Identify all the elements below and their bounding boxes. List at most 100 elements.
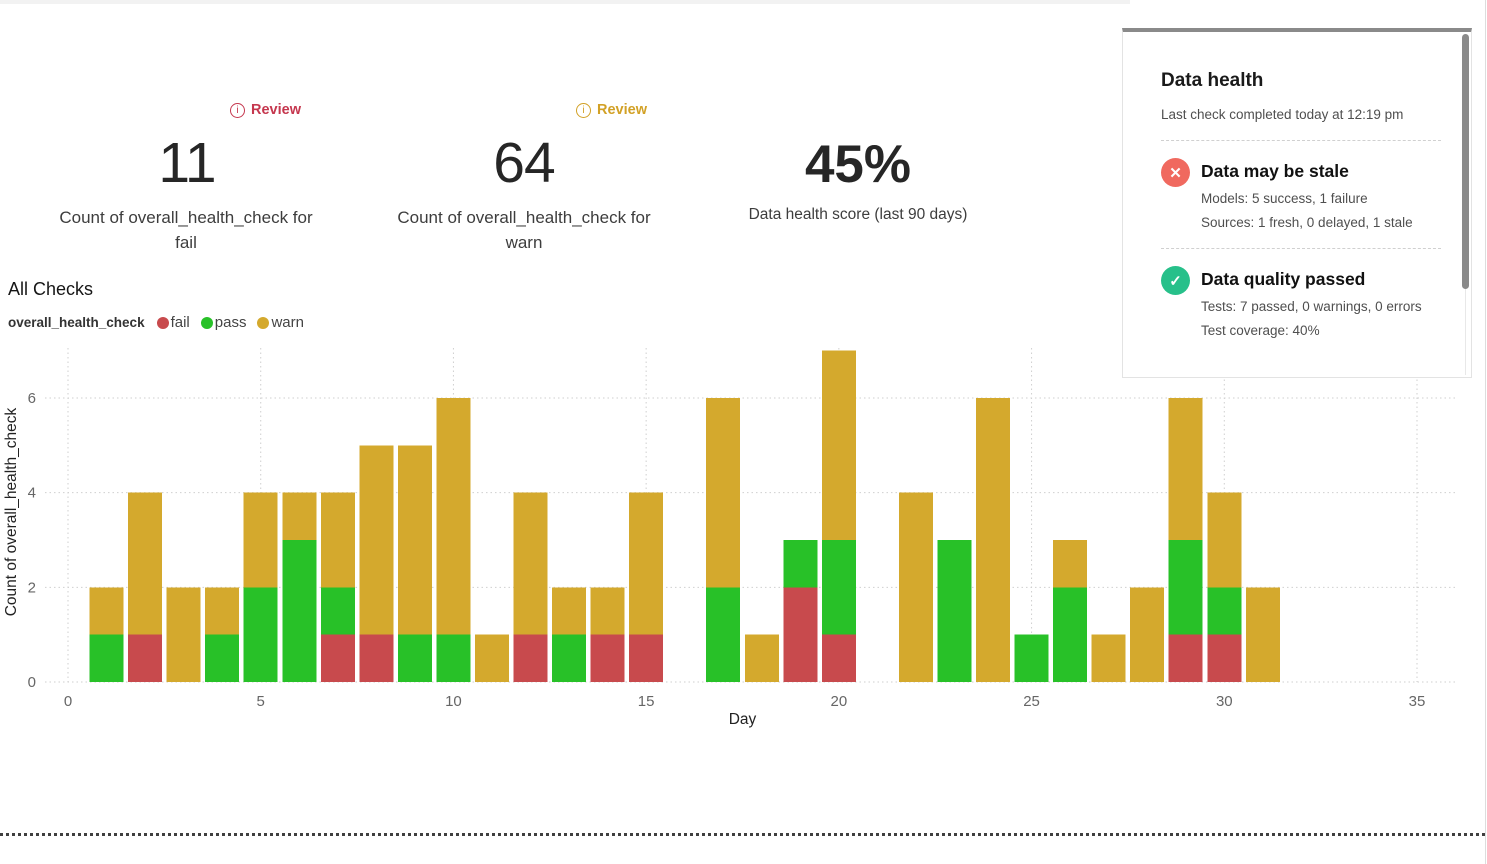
bar-segment-pass-day-1[interactable] [89,634,124,682]
legend-item-warn[interactable]: warn [257,314,304,331]
legend-label: warn [271,314,304,331]
bar-segment-fail-day-12[interactable] [513,634,548,682]
y-tick-label: 4 [28,485,36,502]
legend-label: fail [170,314,190,331]
bar-segment-fail-day-15[interactable] [629,634,664,682]
bar-segment-warn-day-28[interactable] [1130,587,1165,682]
bar-segment-warn-day-26[interactable] [1053,540,1088,588]
bar-segment-pass-day-17[interactable] [706,587,741,682]
stacked-bar-chart: 0 2 4 6 0 5 10 15 20 25 30 35 Day Count of overall_he… [3,348,1455,728]
bar-segment-warn-day-11[interactable] [475,634,509,682]
window-right-border [1485,0,1486,864]
top-strip [0,0,1130,4]
bar-segment-warn-day-5[interactable] [243,492,278,588]
chart-title: All Checks [8,279,94,299]
x-tick-label: 15 [638,693,655,710]
section-line: Tests: 7 passed, 0 warnings, 0 errors [1201,299,1422,314]
bar-segment-warn-day-24[interactable] [976,398,1010,682]
x-tick-label: 35 [1409,693,1426,710]
panel-scrollbar[interactable] [1462,34,1469,289]
bar-segment-warn-day-13[interactable] [552,587,587,635]
legend-dot-fail [156,316,169,329]
legend-dot-pass [200,316,213,329]
info-icon: i [576,102,591,118]
bar-segment-fail-day-30[interactable] [1207,634,1242,682]
bar-segment-pass-day-30[interactable] [1207,587,1242,635]
legend-label: pass [214,314,247,331]
legend-series-title: overall_health_check [8,315,145,330]
bar-segment-pass-day-6[interactable] [282,540,317,682]
kpi-label-warn: Count of overall_health_check for warn [397,208,651,252]
bar-segment-warn-day-12[interactable] [513,492,548,635]
x-tick-label: 20 [831,693,848,710]
bar-segment-warn-day-6[interactable] [282,492,317,540]
bar-segment-fail-day-8[interactable] [359,634,394,682]
bar-segment-pass-day-19[interactable] [783,540,818,588]
bar-segment-warn-day-4[interactable] [205,587,240,635]
bar-segment-warn-day-27[interactable] [1091,634,1126,682]
review-badge-fail[interactable]: i Review [230,102,301,118]
bar-segment-pass-day-5[interactable] [243,587,278,682]
kpi-value-fail: 11 [158,131,216,195]
bar-segment-warn-day-9[interactable] [397,445,432,635]
bar-segment-pass-day-25[interactable] [1014,634,1049,682]
bar-segment-pass-day-23[interactable] [937,540,972,682]
bar-segment-warn-day-20[interactable] [821,350,856,540]
bar-segment-pass-day-4[interactable] [205,634,240,682]
bar-segment-warn-day-22[interactable] [898,492,933,682]
bar-segment-pass-day-20[interactable] [821,540,856,635]
review-badge-label: Review [251,102,301,118]
bar-segment-warn-day-2[interactable] [128,492,163,635]
legend-items: fail pass warn [156,314,304,331]
bar-segment-warn-day-18[interactable] [744,634,779,682]
panel-title: Data health [1161,70,1264,91]
check-circle-icon: ✓ [1161,266,1190,295]
legend-item-pass[interactable]: pass [200,314,247,331]
bar-segment-fail-day-29[interactable] [1168,634,1203,682]
info-icon: i [230,102,245,118]
legend-dot-warn [257,316,270,329]
bar-segment-fail-day-14[interactable] [590,634,625,682]
bar-segment-warn-day-1[interactable] [89,587,124,635]
bar-segment-pass-day-10[interactable] [436,634,471,682]
dashed-divider [1161,140,1441,141]
data-health-panel: Data health Last check completed today a… [1122,28,1472,378]
bar-segment-pass-day-26[interactable] [1053,587,1088,682]
dashed-divider [1161,248,1441,249]
review-badge-label: Review [597,102,647,118]
panel-section-quality: ✓ Data quality passed Tests: 7 passed, 0… [1161,266,1441,338]
y-tick-label: 0 [28,674,36,691]
chart-legend: overall_health_check fail pass warn [8,314,304,331]
bar-segment-fail-day-19[interactable] [783,587,818,682]
x-tick-label: 0 [64,693,72,710]
x-axis-title: Day [729,711,757,728]
kpi-label-health-score: Data health score (last 90 days) [748,206,968,223]
kpi-value-warn: 64 [493,131,555,195]
review-badge-warn[interactable]: i Review [576,102,647,118]
bar-segment-warn-day-10[interactable] [436,398,471,635]
bar-segment-warn-day-14[interactable] [590,587,625,635]
bar-segment-warn-day-7[interactable] [320,492,355,588]
legend-item-fail[interactable]: fail [156,314,190,331]
bar-segment-pass-day-9[interactable] [397,634,432,682]
bar-segment-warn-day-3[interactable] [166,587,201,682]
bar-segment-warn-day-17[interactable] [706,398,741,588]
x-tick-label: 30 [1216,693,1233,710]
section-line: Models: 5 success, 1 failure [1201,191,1368,206]
bar-segment-warn-day-8[interactable] [359,445,394,635]
bar-segment-fail-day-7[interactable] [320,634,355,682]
panel-last-check: Last check completed today at 12:19 pm [1161,107,1404,122]
x-tick-label: 5 [257,693,265,710]
bar-segment-pass-day-29[interactable] [1168,540,1203,635]
bar-segment-fail-day-20[interactable] [821,634,856,682]
bar-segment-fail-day-2[interactable] [128,634,163,682]
bar-segment-warn-day-30[interactable] [1207,492,1242,588]
bar-segment-pass-day-7[interactable] [320,587,355,635]
bottom-dashed-divider [0,833,1487,836]
y-tick-label: 6 [28,390,36,407]
bar-segment-warn-day-29[interactable] [1168,398,1203,540]
bar-segment-pass-day-13[interactable] [552,634,587,682]
bar-segment-warn-day-31[interactable] [1245,587,1280,682]
section-line: Test coverage: 40% [1201,323,1320,338]
bar-segment-warn-day-15[interactable] [629,492,664,635]
